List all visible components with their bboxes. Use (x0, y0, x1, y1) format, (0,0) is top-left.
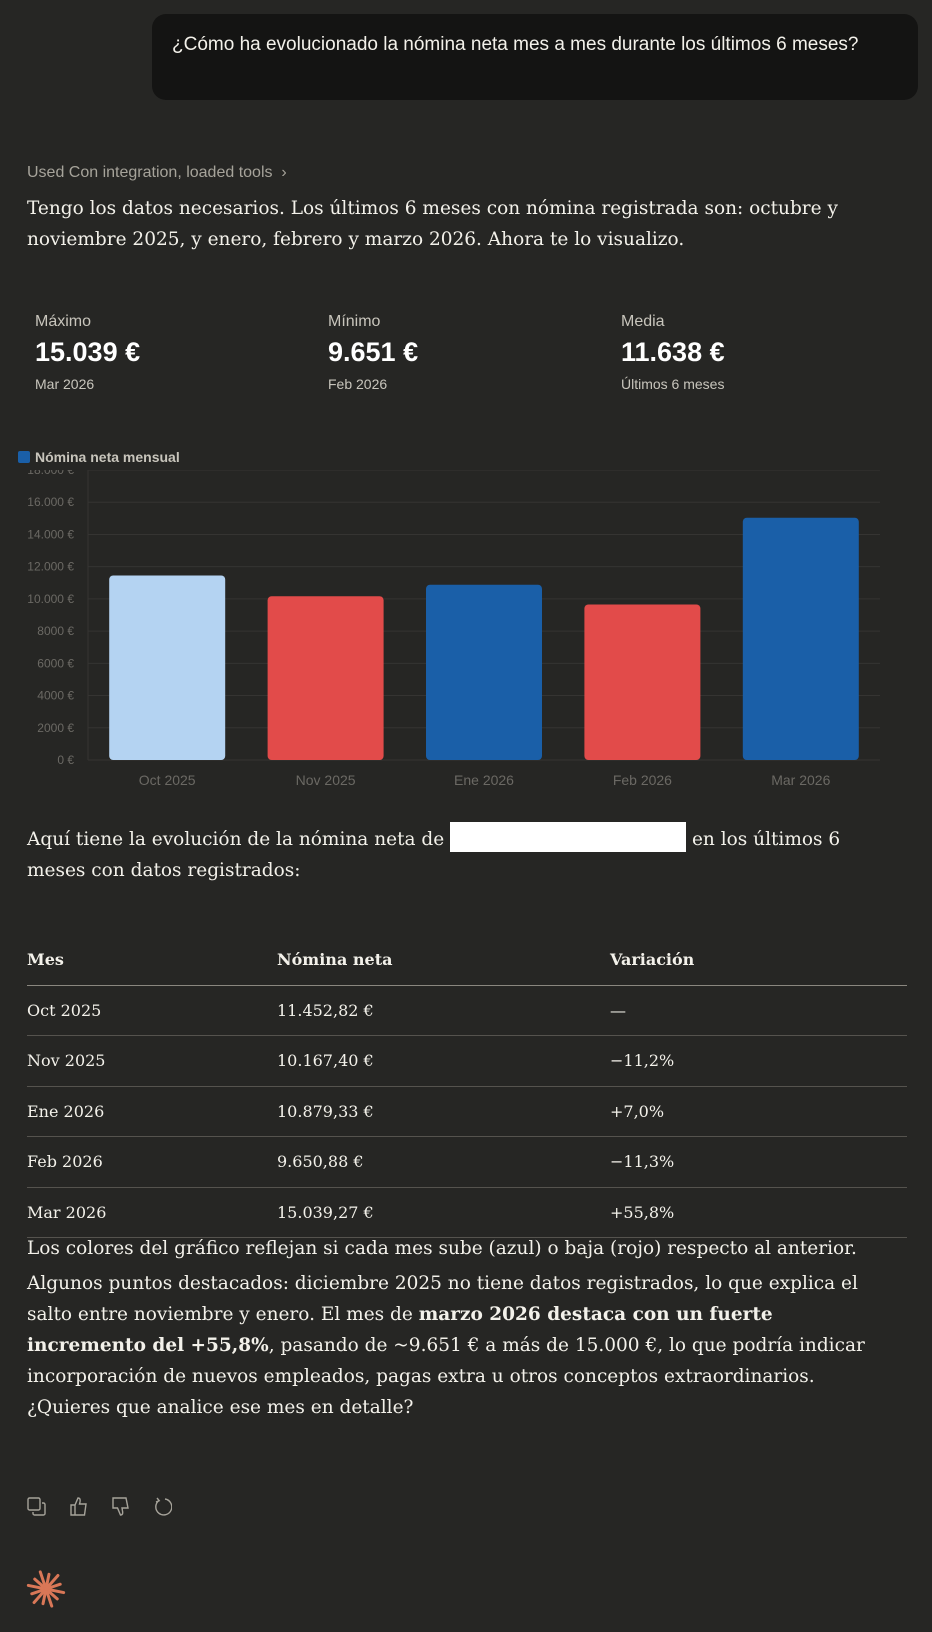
tool-status-text: Used Con integration, loaded tools (27, 164, 273, 181)
y-tick-label: 10.000 € (27, 592, 74, 606)
tool-status-toggle[interactable]: Used Con integration, loaded tools › (27, 164, 287, 182)
legend-label: Nómina neta mensual (35, 449, 180, 465)
bar[interactable] (584, 604, 701, 760)
bar-chart: 0 € 2000 € 4000 € 6000 € 8000 € 10.000 € 12.00… (27, 470, 880, 788)
user-message: ¿Cómo ha evolucionado la nómina neta mes… (152, 14, 918, 100)
highlights-bold: marzo 2026 destaca con un fuerte increme… (27, 1304, 773, 1356)
y-tick-label: 12.000 € (27, 560, 74, 574)
cell-variation: +7,0% (610, 1086, 907, 1137)
bar[interactable] (267, 596, 384, 760)
cell-variation: — (610, 985, 907, 1036)
x-tick-label: Ene 2026 (454, 772, 514, 788)
col-header-month: Mes (27, 935, 277, 986)
highlights-c: , pasando de ~9.651 € a más de 15.000 €,… (27, 1335, 865, 1418)
x-tick-label: Nov 2025 (296, 772, 356, 788)
cell-month: Feb 2026 (27, 1136, 277, 1188)
y-tick-label: 0 € (57, 753, 74, 767)
col-header-variation: Variación (610, 935, 907, 986)
bar[interactable] (109, 575, 226, 760)
copy-icon[interactable] (27, 1497, 46, 1516)
stat-label: Máximo (35, 313, 92, 330)
y-tick-label: 6000 € (37, 656, 74, 670)
cell-month: Oct 2025 (27, 985, 277, 1036)
x-tick-label: Feb 2026 (613, 772, 672, 788)
table-row: Feb 2026 9.650,88 € −11,3% (27, 1136, 907, 1188)
stat-mean: Media 11.638 € Últimos 6 meses (621, 313, 725, 392)
y-tick-label: 14.000 € (27, 527, 74, 541)
payroll-table: Mes Nómina neta Variación Oct 2025 11.452… (27, 935, 907, 1238)
cell-net: 10.879,33 € (277, 1086, 610, 1137)
stat-min: Mínimo 9.651 € Feb 2026 (328, 313, 418, 392)
bar[interactable] (426, 584, 542, 760)
y-tick-label: 2000 € (37, 721, 74, 735)
chevron-right-icon: › (276, 164, 287, 181)
summary-a: Aquí tiene la evolución de la nómina net… (27, 829, 445, 850)
bar[interactable] (742, 517, 859, 760)
stat-sub: Últimos 6 meses (621, 376, 725, 392)
cell-net: 9.650,88 € (277, 1136, 610, 1188)
thumbs-up-icon[interactable] (69, 1497, 88, 1516)
stat-value: 11.638 € (621, 337, 725, 367)
stat-max: Máximo 15.039 € Mar 2026 (35, 313, 140, 392)
y-tick-label: 16.000 € (27, 495, 74, 509)
chart-legend[interactable]: Nómina neta mensual (18, 449, 180, 465)
legend-swatch (18, 451, 30, 463)
stat-value: 15.039 € (35, 337, 141, 367)
highlights-text: Algunos puntos destacados: diciembre 202… (27, 1268, 897, 1423)
stat-label: Media (621, 313, 665, 330)
y-tick-label: 8000 € (37, 624, 74, 638)
retry-icon[interactable] (153, 1497, 173, 1516)
stat-sub: Feb 2026 (328, 376, 388, 392)
stat-label: Mínimo (328, 313, 381, 330)
col-header-net: Nómina neta (277, 935, 610, 986)
table-row: Ene 2026 10.879,33 € +7,0% (27, 1086, 907, 1137)
cell-month: Nov 2025 (27, 1035, 277, 1087)
stat-sub: Mar 2026 (35, 376, 95, 392)
cell-net: 11.452,82 € (277, 985, 610, 1036)
cell-net: 15.039,27 € (277, 1187, 610, 1238)
table-row: Oct 2025 11.452,82 € — (27, 985, 907, 1036)
redacted-name (450, 822, 687, 852)
x-tick-label: Mar 2026 (771, 772, 830, 788)
highlights-a: Algunos puntos destacados: diciembre 202… (27, 1273, 858, 1325)
summary-text: Aquí tiene la evolución de la nómina net… (27, 822, 897, 886)
claude-logo-icon (25, 1568, 67, 1614)
summary-b: en los últimos 6 meses con datos registr… (27, 829, 841, 881)
cell-net: 10.167,40 € (277, 1035, 610, 1087)
cell-variation: −11,3% (610, 1136, 907, 1188)
cell-month: Mar 2026 (27, 1187, 277, 1238)
table-row: Nov 2025 10.167,40 € −11,2% (27, 1035, 907, 1087)
y-tick-label: 18.000 € (27, 470, 74, 477)
stat-value: 9.651 € (328, 337, 419, 367)
message-actions (27, 1497, 173, 1516)
x-tick-label: Oct 2025 (139, 772, 196, 788)
colors-note: Los colores del gráfico reflejan si cada… (27, 1238, 857, 1259)
cell-variation: +55,8% (610, 1187, 907, 1238)
cell-month: Ene 2026 (27, 1086, 277, 1137)
thumbs-down-icon[interactable] (111, 1497, 130, 1516)
table-row: Mar 2026 15.039,27 € +55,8% (27, 1187, 907, 1238)
cell-variation: −11,2% (610, 1035, 907, 1087)
y-tick-label: 4000 € (37, 689, 74, 703)
intro-text: Tengo los datos necesarios. Los últimos … (27, 198, 838, 250)
